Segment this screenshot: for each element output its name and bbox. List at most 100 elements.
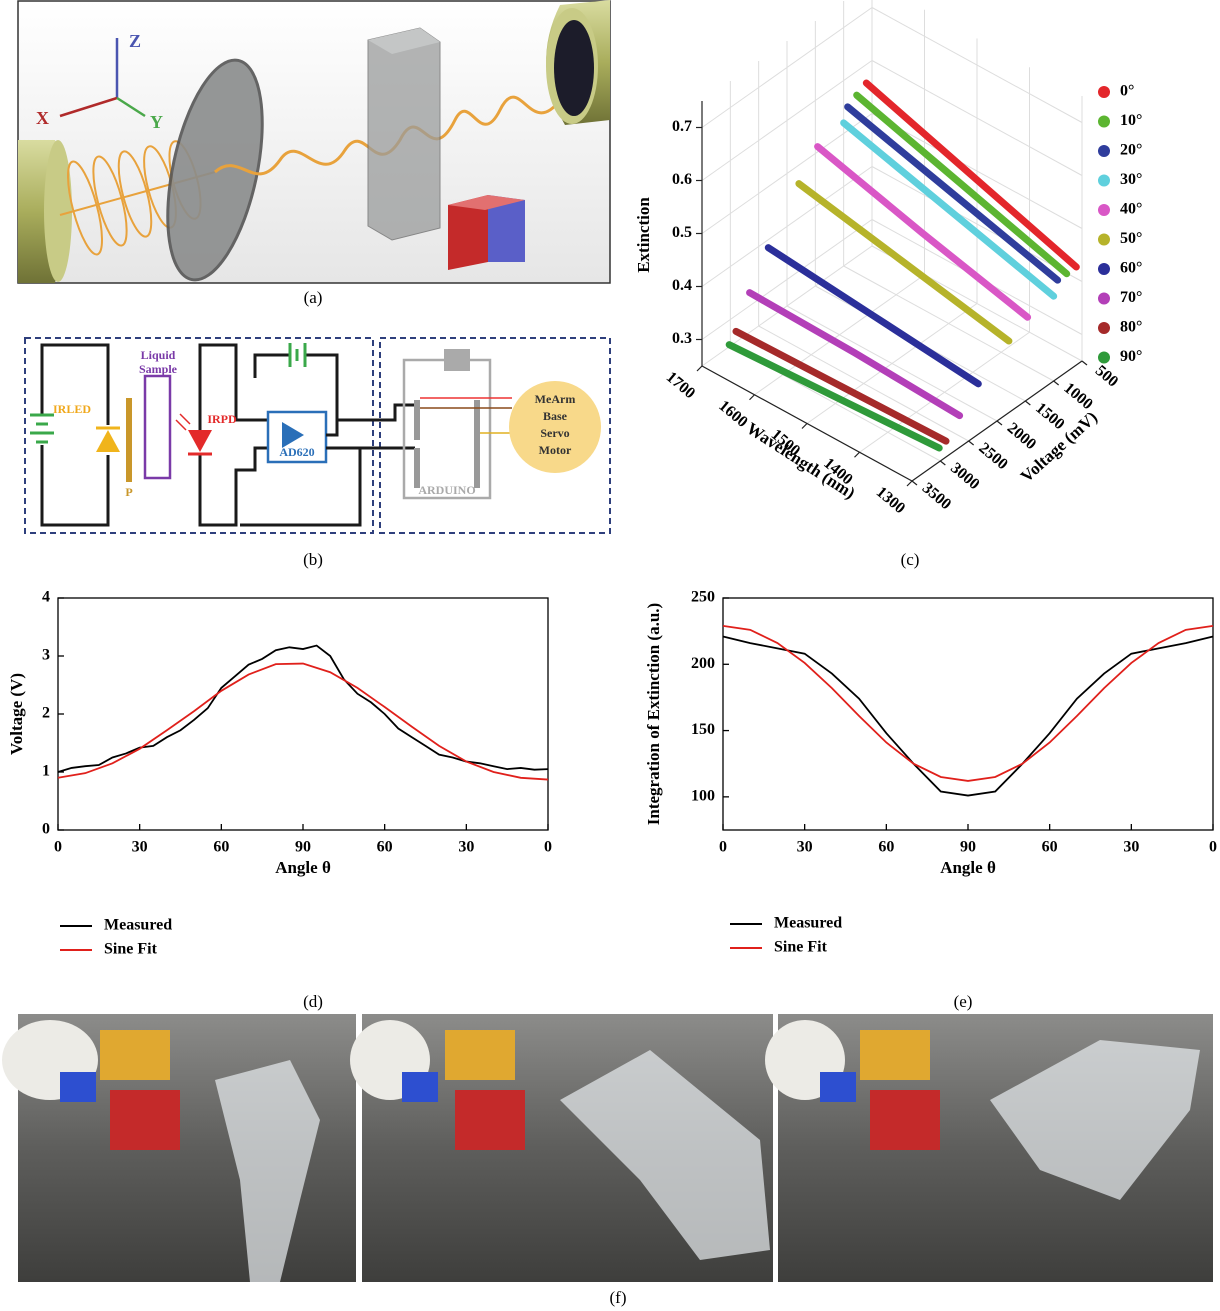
x-tick-label: 30 bbox=[1123, 839, 1139, 856]
z-tick-label: 0.4 bbox=[672, 277, 692, 294]
panel-f bbox=[2, 1014, 1213, 1282]
x-tick-label: 1300 bbox=[873, 484, 908, 518]
tick-mark bbox=[801, 423, 808, 429]
grid-line bbox=[786, 305, 998, 422]
arduino-label: ARDUINO bbox=[418, 483, 475, 497]
irpd-label: IRPD bbox=[207, 412, 237, 426]
grid-line bbox=[758, 325, 969, 442]
legend-label: Sine Fit bbox=[774, 939, 828, 956]
series-line bbox=[840, 119, 1058, 300]
x-tick-label: 0 bbox=[719, 839, 727, 856]
legend-marker bbox=[1098, 351, 1110, 364]
grid-line bbox=[871, 166, 1083, 282]
legend-label: 0° bbox=[1120, 83, 1134, 100]
grid-line bbox=[701, 113, 873, 234]
x-axis-arrow bbox=[59, 96, 118, 118]
battery-left bbox=[30, 413, 54, 444]
panel-label: (e) bbox=[954, 992, 973, 1011]
amplifier-box bbox=[266, 410, 328, 464]
x-tick-label: 30 bbox=[797, 839, 813, 856]
grid-line bbox=[701, 7, 873, 128]
y-tick-label: 0 bbox=[42, 821, 50, 838]
panel-label: (c) bbox=[901, 550, 920, 569]
panel-b: IRLED P Liquid Sample IRPD AD620 ARDUINO… bbox=[24, 337, 611, 534]
x-tick-label: 60 bbox=[878, 839, 894, 856]
photo bbox=[350, 1014, 773, 1282]
legend-marker bbox=[1098, 86, 1110, 98]
legend-label: 80° bbox=[1120, 319, 1142, 336]
grid-line bbox=[701, 166, 873, 287]
y-tick-label: 250 bbox=[691, 589, 715, 606]
y-tick-label: 4 bbox=[42, 589, 50, 606]
legend-label: 40° bbox=[1120, 201, 1142, 218]
light-rays bbox=[175, 413, 191, 431]
legend-label: 30° bbox=[1120, 171, 1142, 188]
series-line bbox=[57, 662, 549, 781]
legend-marker bbox=[1098, 204, 1110, 216]
sample-label: Sample bbox=[139, 362, 178, 376]
tick-mark bbox=[1053, 380, 1060, 386]
source-face bbox=[44, 140, 72, 282]
magnet-blue bbox=[488, 195, 525, 262]
series-line bbox=[814, 143, 1032, 321]
magnet-top bbox=[448, 195, 525, 210]
series-line bbox=[764, 244, 982, 388]
z-tick-label: 0.3 bbox=[672, 330, 692, 347]
series-line bbox=[725, 341, 943, 452]
y-tick-label: 3 bbox=[42, 647, 50, 664]
x-tick-label: 30 bbox=[458, 839, 474, 856]
series-line bbox=[862, 79, 1080, 271]
polarizer-disk bbox=[166, 58, 264, 282]
x-tick-label: 1700 bbox=[663, 369, 698, 403]
header bbox=[414, 448, 420, 488]
motor-label: Servo bbox=[540, 426, 569, 440]
y-tick-label: 3500 bbox=[919, 480, 954, 514]
legend-marker bbox=[1098, 145, 1110, 157]
grid-line bbox=[843, 265, 1054, 382]
panel-label: (a) bbox=[304, 288, 323, 307]
x-label: X bbox=[36, 108, 49, 128]
y-axis-label: Integration of Extinction (a.u.) bbox=[644, 603, 663, 825]
magnet-red bbox=[448, 195, 488, 270]
panel-a: Z X Y bbox=[17, 0, 611, 284]
grid-line bbox=[701, 60, 873, 181]
x-tick-label: 60 bbox=[1042, 839, 1058, 856]
arduino-usb bbox=[444, 349, 470, 371]
panel-label: (d) bbox=[303, 992, 323, 1011]
series-line bbox=[746, 289, 964, 420]
legend-label: Measured bbox=[774, 915, 842, 932]
irled-label: IRLED bbox=[53, 402, 91, 416]
panel-label: (f) bbox=[610, 1288, 627, 1307]
tick-mark bbox=[854, 451, 860, 458]
y-tick-label: 3000 bbox=[947, 460, 982, 494]
y-axis-arrow bbox=[116, 96, 146, 118]
detector-face bbox=[554, 20, 594, 116]
series-line bbox=[844, 103, 1062, 284]
legend-marker bbox=[1098, 115, 1110, 128]
y-tick-label: 1500 bbox=[1032, 400, 1067, 434]
z-tick-label: 0.5 bbox=[672, 224, 692, 241]
battery-top bbox=[288, 343, 307, 367]
x-axis-label: Angle θ bbox=[940, 858, 996, 877]
y-tick-label: 1 bbox=[42, 763, 50, 780]
legend-label: 60° bbox=[1120, 260, 1142, 277]
amplifier-label: AD620 bbox=[279, 445, 314, 459]
grid-line bbox=[871, 113, 1083, 229]
circuit-box bbox=[24, 337, 374, 534]
grid-line bbox=[871, 60, 1083, 176]
legend-label: 10° bbox=[1120, 112, 1142, 129]
motor-label: Base bbox=[543, 409, 568, 423]
x-tick-label: 60 bbox=[213, 839, 229, 856]
irpd-diode bbox=[188, 430, 212, 452]
y-tick-label: 1000 bbox=[1060, 380, 1095, 414]
amp-wires bbox=[240, 353, 415, 527]
motor-circle bbox=[509, 381, 601, 473]
y-tick-label: 100 bbox=[691, 788, 715, 805]
z-axis-label: Extinction bbox=[634, 197, 653, 273]
tick-mark bbox=[906, 480, 913, 487]
tick-mark bbox=[696, 365, 703, 372]
tick-mark bbox=[968, 440, 975, 446]
